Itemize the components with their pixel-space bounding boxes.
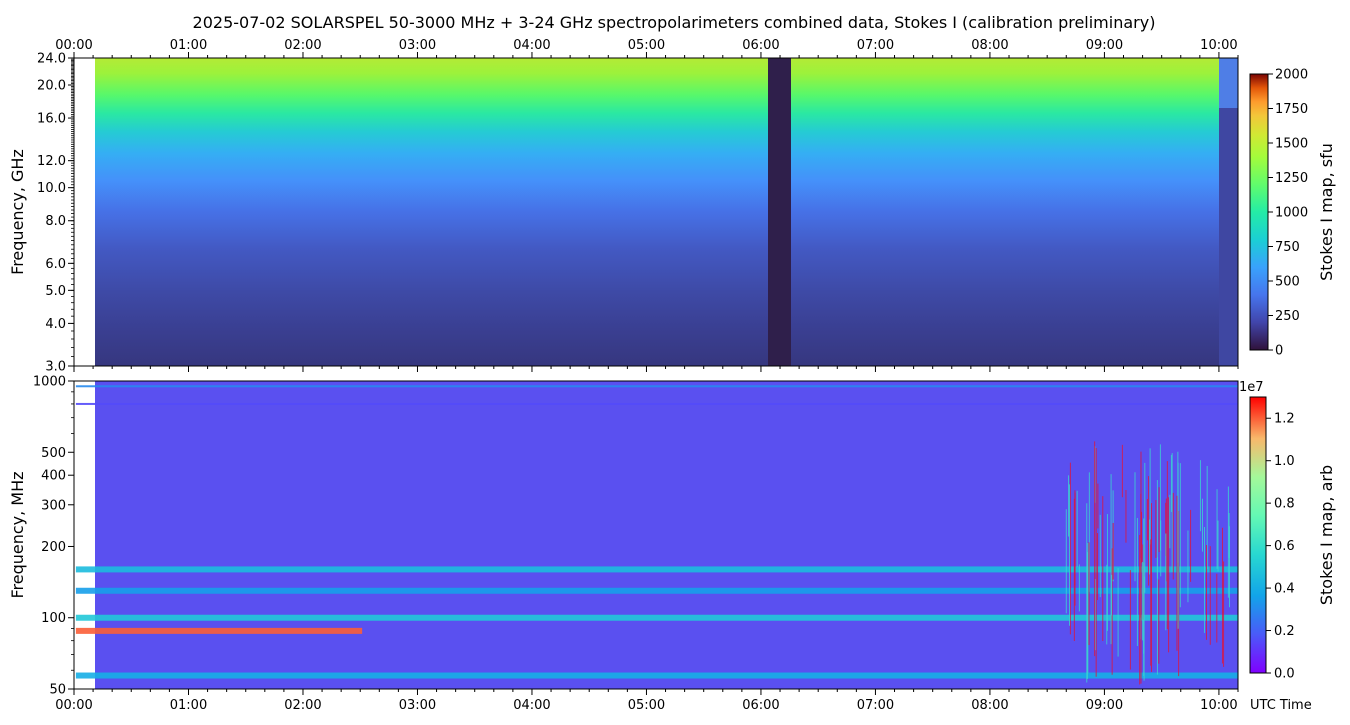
bottom-colorbar [1249, 396, 1267, 674]
top-heatmap-field-after-gap [791, 58, 1219, 366]
top-y-axis: 3.0 4.0 5.0 6.0 8.0 10.0 12.0 16.0 20.0 24.0 [37, 52, 74, 375]
top-x-tick-label: 06:00 [742, 38, 779, 53]
top-panel: 3.0 4.0 5.0 6.0 8.0 10.0 12.0 16.0 20.0 24.0 00:0… [8, 38, 1336, 375]
bottom-heatmap-field [95, 381, 1238, 689]
bottom-colorbar-tick-label: 0.2 [1274, 624, 1295, 639]
top-x-tick-label: 09:00 [1086, 38, 1123, 53]
top-y-tick-label: 16.0 [37, 112, 66, 127]
bottom-panel-frame [73, 380, 1239, 690]
top-colorbar-tick-label: 1250 [1275, 171, 1308, 186]
frequency-band [75, 587, 1238, 594]
bottom-x-tick-label: 01:00 [170, 698, 207, 713]
bottom-x-tick-label: 03:00 [399, 698, 436, 713]
bottom-y-axis: 50 100 200 300 400 500 1000 [33, 375, 74, 698]
bottom-x-tick-label: 10:00 [1200, 698, 1237, 713]
top-data-edge-column [1219, 58, 1238, 366]
top-x-tick-label: 10:00 [1200, 38, 1237, 53]
bottom-interference [1065, 441, 1230, 685]
bottom-x-tick-label: 05:00 [628, 698, 665, 713]
top-x-tick-label: 08:00 [971, 38, 1008, 53]
top-y-tick-label: 8.0 [45, 214, 66, 229]
top-y-tick-label: 5.0 [45, 284, 66, 299]
bottom-x-axis: 00:00 01:00 02:00 03:00 04:00 05:00 06:00 07:00… [55, 689, 1239, 713]
top-colorbar-tick-label: 0 [1275, 344, 1283, 359]
bottom-x-axis-label: UTC Time [1250, 698, 1312, 713]
top-data-gap [768, 58, 791, 366]
top-colorbar-tick-label: 250 [1275, 309, 1300, 324]
top-y-tick-label: 3.0 [45, 360, 66, 375]
bottom-colorbar-label: Stokes I map, arb [1317, 465, 1336, 605]
bottom-x-tick-label: 04:00 [513, 698, 550, 713]
top-colorbar-tick-label: 1500 [1275, 137, 1308, 152]
bottom-y-tick-label: 100 [41, 611, 66, 626]
top-y-tick-label: 20.0 [37, 79, 66, 94]
top-x-axis: 00:00 01:00 02:00 03:00 04:00 05:00 06:00 07:00… [55, 38, 1239, 372]
bottom-y-axis-label: Frequency, MHz [8, 471, 27, 598]
frequency-band [75, 402, 1238, 405]
top-colorbar-tick-label: 2000 [1275, 68, 1308, 83]
bottom-x-tick-label: 07:00 [857, 698, 894, 713]
top-heatmap-field [95, 58, 768, 366]
top-colorbar-tick-label: 500 [1275, 275, 1300, 290]
top-data-edge-highlight [1219, 58, 1238, 108]
top-colorbar-ticks: 0 250 500 750 1000 1250 1500 1750 2000 [1268, 68, 1308, 359]
top-x-tick-label: 05:00 [628, 38, 665, 53]
bottom-y-tick-label: 300 [41, 498, 66, 513]
top-panel-frame [73, 57, 1239, 367]
bottom-frequency-bands [75, 385, 1238, 679]
top-colorbar-tick-label: 1750 [1275, 102, 1308, 117]
top-colorbar-tick-label: 750 [1275, 240, 1300, 255]
top-y-tick-label: 6.0 [45, 257, 66, 272]
top-y-axis-label: Frequency, GHz [8, 149, 27, 275]
bottom-colorbar-multiplier: 1e7 [1239, 380, 1264, 395]
bottom-y-tick-label: 500 [41, 446, 66, 461]
top-y-tick-label: 4.0 [45, 317, 66, 332]
top-x-tick-label: 00:00 [55, 38, 92, 53]
frequency-band [75, 566, 1238, 573]
bottom-x-tick-label: 00:00 [55, 698, 92, 713]
bottom-colorbar-tick-label: 0.4 [1274, 582, 1295, 597]
top-x-tick-label: 02:00 [284, 38, 321, 53]
bottom-y-tick-label: 1000 [33, 375, 66, 390]
top-x-tick-label: 07:00 [857, 38, 894, 53]
frequency-band [75, 627, 363, 634]
frequency-band [75, 385, 1238, 388]
bottom-colorbar-tick-label: 1.2 [1274, 412, 1295, 427]
bottom-y-tick-label: 200 [41, 540, 66, 555]
bottom-panel: 50 100 200 300 400 500 1000 00:00 01:00 02:00 03:… [8, 375, 1336, 714]
top-x-tick-label: 04:00 [513, 38, 550, 53]
bottom-x-tick-label: 08:00 [971, 698, 1008, 713]
top-x-tick-label: 03:00 [399, 38, 436, 53]
top-x-tick-label: 01:00 [170, 38, 207, 53]
top-colorbar-label: Stokes I map, sfu [1317, 143, 1336, 281]
top-y-tick-label: 10.0 [37, 181, 66, 196]
bottom-colorbar-tick-label: 1.0 [1274, 454, 1295, 469]
top-colorbar-tick-label: 1000 [1275, 206, 1308, 221]
bottom-x-tick-label: 09:00 [1086, 698, 1123, 713]
bottom-colorbar-tick-label: 0.8 [1274, 497, 1295, 512]
bottom-colorbar-tick-label: 0.6 [1274, 539, 1295, 554]
bottom-y-tick-label: 400 [41, 469, 66, 484]
bottom-x-tick-label: 06:00 [742, 698, 779, 713]
top-y-tick-label: 24.0 [37, 52, 66, 67]
frequency-band [75, 672, 1238, 679]
top-y-tick-label: 12.0 [37, 154, 66, 169]
top-colorbar [1249, 73, 1269, 351]
bottom-colorbar-tick-label: 0.0 [1274, 667, 1295, 682]
bottom-x-tick-label: 02:00 [284, 698, 321, 713]
bottom-colorbar-ticks: 0.0 0.2 0.4 0.6 0.8 1.0 1.2 [1266, 412, 1295, 682]
frequency-band [75, 614, 1238, 621]
bottom-y-tick-label: 50 [49, 683, 66, 698]
chart-title: 2025-07-02 SOLARSPEL 50-3000 MHz + 3-24 … [193, 13, 1156, 32]
